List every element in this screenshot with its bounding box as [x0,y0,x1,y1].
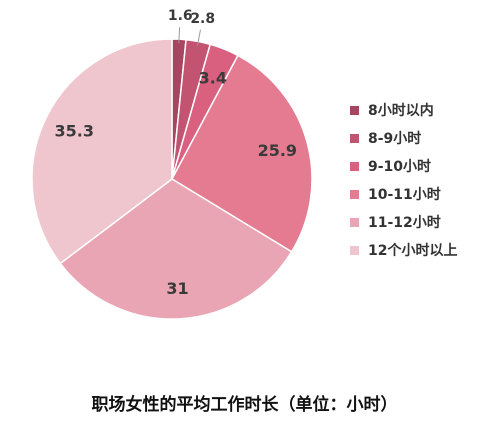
legend: 8小时以内 8-9小时 9-10小时 10-11小时 11-12小时 12个小时以上 [350,96,457,264]
pie-slice-4 [171,54,313,253]
legend-swatch-1 [350,105,359,115]
legend-swatch-4 [350,189,359,199]
leader-line-1 [178,27,181,44]
legend-swatch-2 [350,133,359,143]
leader-lines [178,27,201,46]
chart-title: 职场女性的平均工作时长（单位：小时） [91,395,398,415]
data-label-4: 25.9 [258,141,297,160]
pie-slice-6 [31,38,173,265]
legend-swatch-3 [350,161,359,171]
legend-label-5: 11-12小时 [368,215,441,231]
pie-chart: 1.62.8 3.4 25.9 31 35.3 [31,8,313,320]
legend-item-1: 8小时以内 [350,96,457,124]
legend-item-5: 11-12小时 [350,208,457,236]
pie-slices [31,38,313,320]
leader-line-2 [196,29,201,46]
data-label-2: 2.8 [190,11,215,27]
data-label-3: 3.4 [199,69,227,88]
legend-item-6: 12个小时以上 [350,236,457,264]
legend-swatch-6 [350,245,359,255]
legend-label-6: 12个小时以上 [368,243,458,259]
data-labels: 1.62.8 3.4 25.9 31 35.3 [54,8,297,298]
legend-swatch-5 [350,217,359,227]
data-label-6: 35.3 [54,121,93,140]
legend-label-1: 8小时以内 [368,103,434,119]
legend-item-4: 10-11小时 [350,180,457,208]
data-label-5: 31 [166,279,188,298]
legend-item-3: 9-10小时 [350,152,457,180]
legend-label-3: 9-10小时 [368,159,432,175]
legend-label-2: 8-9小时 [368,131,422,147]
legend-item-2: 8-9小时 [350,124,457,152]
data-label-1: 1.6 [168,8,193,24]
pie-slice-5 [59,178,293,320]
legend-label-4: 10-11小时 [368,187,441,203]
